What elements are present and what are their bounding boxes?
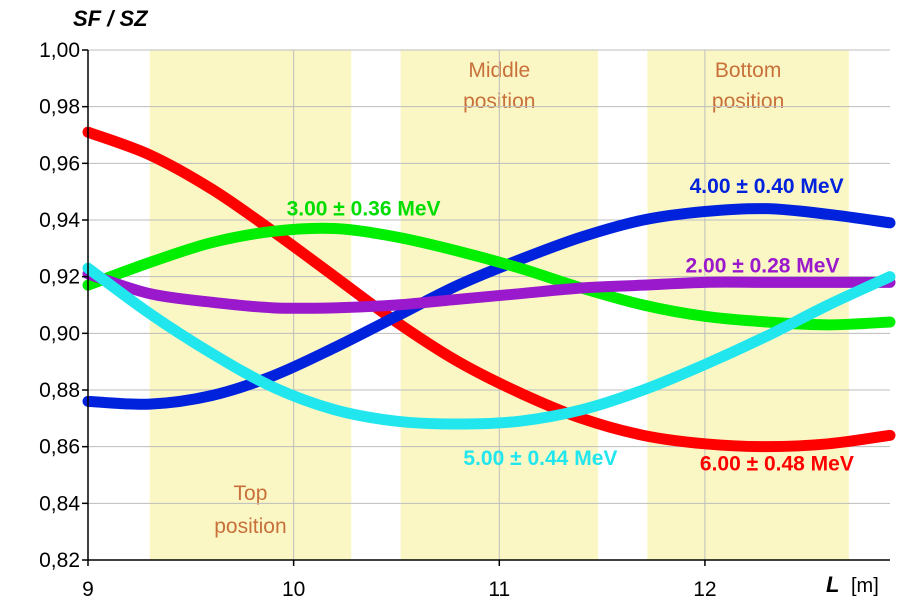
region-label-0-0: Top	[234, 482, 268, 505]
y-tick-label: 0,88	[39, 379, 80, 402]
y-tick-label: 0,82	[39, 549, 80, 572]
series-label-1: 4.00 ± 0.40 MeV	[690, 175, 844, 198]
x-axis-unit: [m]	[851, 575, 879, 597]
series-line-3	[82, 268, 896, 314]
series-line-4	[82, 262, 896, 430]
series-line-0	[82, 126, 896, 453]
series-line-1	[82, 203, 896, 410]
series-line-2	[82, 222, 896, 331]
region-label-0-1: position	[214, 515, 286, 538]
y-tick-label: 0,86	[39, 436, 80, 459]
y-tick-label: 1,00	[39, 39, 80, 62]
y-tick-label: 0,98	[39, 96, 80, 119]
y-axis-label: SF / SZ	[73, 6, 149, 31]
x-tick-label: 10	[282, 578, 305, 601]
series-label-3: 2.00 ± 0.28 MeV	[686, 254, 840, 277]
region-band-2	[647, 50, 849, 560]
x-axis-label: L	[826, 572, 839, 597]
y-tick-label: 0,92	[39, 266, 80, 289]
x-tick-label: 9	[82, 578, 94, 601]
x-tick-label: 11	[488, 578, 510, 601]
series-lines	[82, 126, 896, 453]
y-tick-label: 0,94	[39, 209, 80, 232]
series-label-4: 5.00 ± 0.44 MeV	[463, 447, 617, 470]
axes: 0,82 0,84 0,86 0,88 0,90 0,92 0,94 0,96 0,98 1,00…	[39, 6, 890, 601]
region-label-2-0: Bottom	[715, 59, 782, 82]
series-label-2: 3.00 ± 0.36 MeV	[287, 198, 441, 221]
region-label-2-1: position	[712, 90, 784, 113]
y-tick-label: 0,90	[39, 322, 80, 345]
x-tick-label: 12	[693, 578, 716, 601]
y-tick-label: 0,84	[39, 492, 80, 515]
y-tick-label: 0,96	[39, 152, 80, 175]
series-label-0: 6.00 ± 0.48 MeV	[700, 453, 854, 476]
labels: 6.00 ± 0.48 MeV 4.00 ± 0.40 MeV 3.00 ± 0.3…	[287, 175, 854, 476]
